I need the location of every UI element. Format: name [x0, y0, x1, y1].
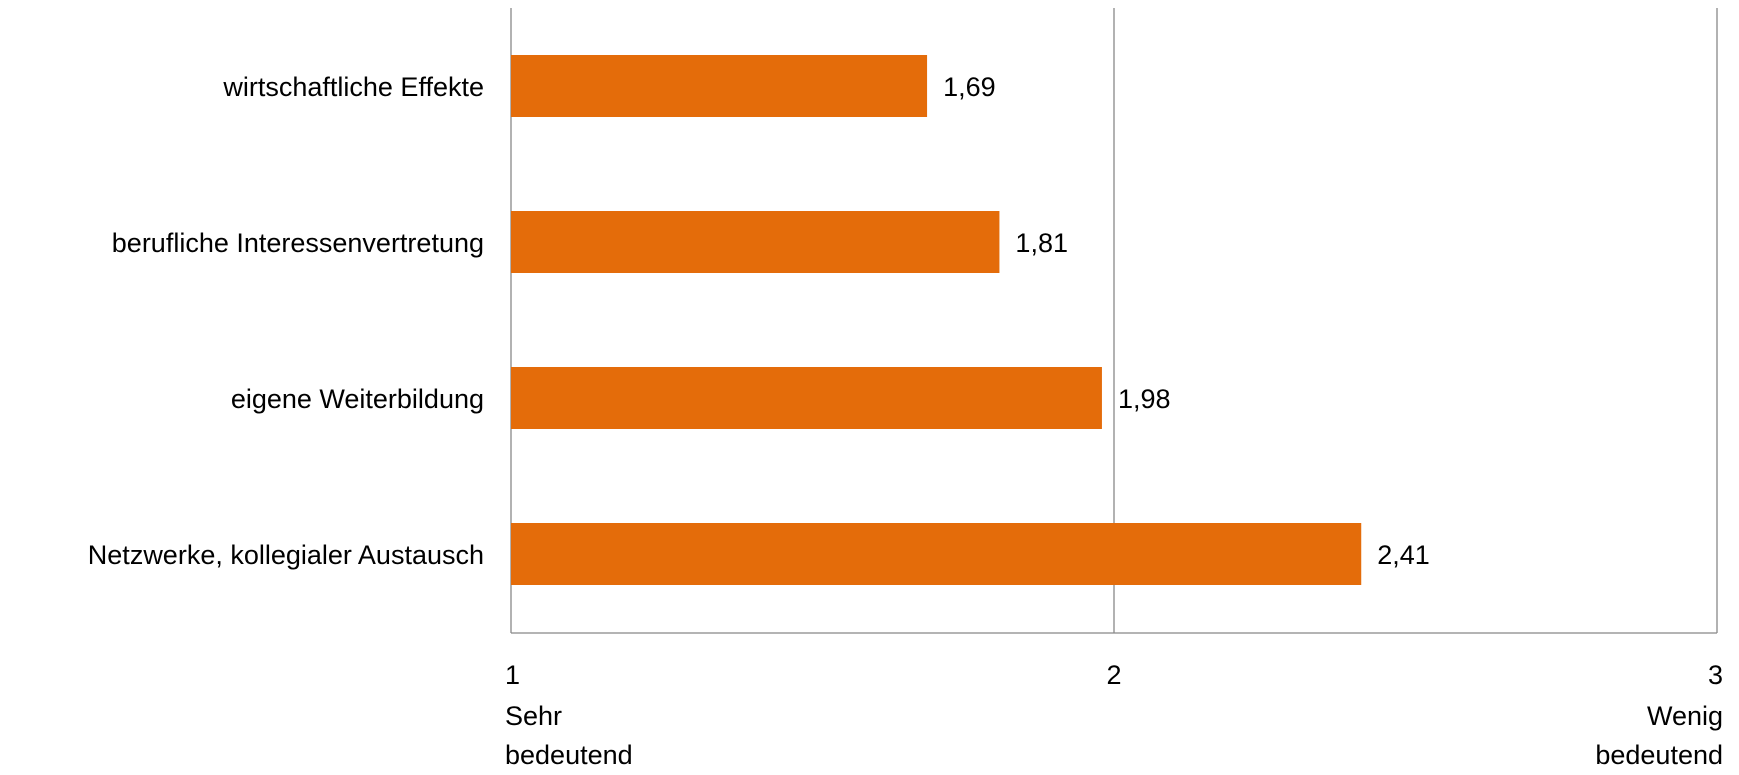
x-tick-sublabel: Wenig	[1647, 701, 1723, 731]
category-label: Netzwerke, kollegialer Austausch	[88, 540, 484, 570]
category-label: wirtschaftliche Effekte	[222, 72, 484, 102]
x-tick-label: 3	[1708, 660, 1723, 690]
category-label: berufliche Interessenvertretung	[112, 228, 484, 258]
value-label: 1,69	[943, 72, 996, 102]
x-tick-label: 1	[505, 660, 520, 690]
bar-layer	[511, 55, 1362, 585]
category-label: eigene Weiterbildung	[231, 384, 484, 414]
bar-3	[511, 367, 1102, 429]
value-label: 1,81	[1015, 228, 1068, 258]
tick-label-layer: 1 Sehr bedeutend 2 3 Wenig bedeutend	[505, 660, 1723, 770]
bar-1	[511, 55, 928, 117]
x-tick-sublabel: Sehr	[505, 701, 562, 731]
x-tick-sublabel: bedeutend	[505, 740, 633, 770]
bar-2	[511, 211, 1000, 273]
category-label-layer: wirtschaftliche Effekte berufliche Intere…	[88, 72, 484, 570]
bar-4	[511, 523, 1362, 585]
x-tick-sublabel: bedeutend	[1595, 740, 1723, 770]
value-label: 2,41	[1377, 540, 1430, 570]
value-label-layer: 1,69 1,81 1,98 2,41	[943, 72, 1430, 570]
value-label: 1,98	[1118, 384, 1171, 414]
x-tick-label: 2	[1106, 660, 1121, 690]
